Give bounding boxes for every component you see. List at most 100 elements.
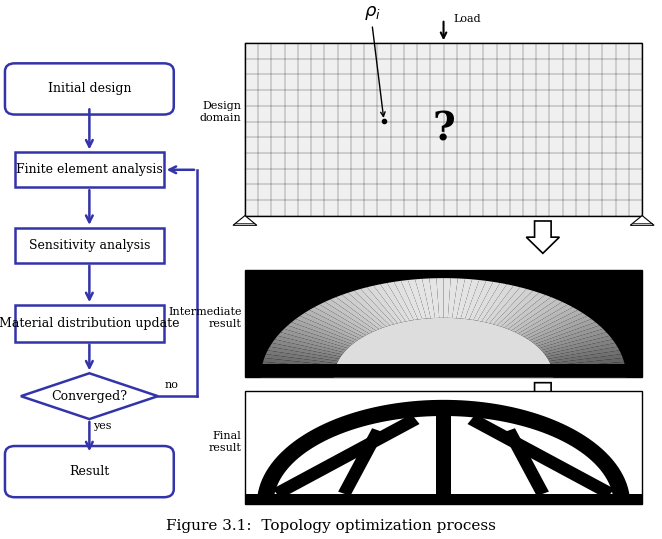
FancyBboxPatch shape (245, 270, 642, 377)
Polygon shape (489, 287, 526, 324)
Polygon shape (630, 216, 654, 225)
Polygon shape (501, 293, 545, 328)
Polygon shape (530, 316, 591, 342)
Polygon shape (477, 283, 507, 321)
Polygon shape (551, 358, 624, 368)
Polygon shape (288, 322, 352, 346)
Polygon shape (277, 332, 346, 353)
Polygon shape (553, 370, 626, 375)
Text: Finite element analysis: Finite element analysis (16, 163, 163, 176)
Polygon shape (373, 284, 406, 322)
Polygon shape (296, 316, 357, 342)
FancyBboxPatch shape (15, 305, 164, 342)
Polygon shape (485, 286, 520, 323)
Text: Sensitivity analysis: Sensitivity analysis (28, 239, 150, 252)
Polygon shape (508, 297, 557, 330)
Polygon shape (429, 278, 439, 318)
Polygon shape (526, 383, 559, 415)
Polygon shape (535, 322, 599, 346)
Polygon shape (380, 283, 410, 321)
Polygon shape (272, 340, 342, 357)
Polygon shape (539, 329, 606, 350)
Polygon shape (300, 313, 360, 341)
FancyBboxPatch shape (245, 494, 642, 504)
Polygon shape (325, 300, 375, 332)
Polygon shape (263, 358, 336, 368)
Polygon shape (553, 374, 626, 377)
Polygon shape (354, 289, 394, 326)
Text: Material distribution update: Material distribution update (0, 317, 179, 330)
Polygon shape (261, 374, 334, 377)
Polygon shape (309, 307, 366, 337)
Polygon shape (275, 336, 344, 355)
Text: yes: yes (93, 420, 111, 431)
Text: Design
domain: Design domain (200, 101, 242, 123)
Polygon shape (524, 310, 583, 338)
Polygon shape (262, 362, 335, 370)
Polygon shape (532, 319, 595, 344)
Polygon shape (436, 402, 451, 494)
Polygon shape (233, 216, 257, 225)
Polygon shape (284, 326, 350, 348)
Text: Converged?: Converged? (52, 390, 127, 403)
Polygon shape (444, 278, 451, 318)
Polygon shape (481, 284, 514, 322)
Polygon shape (545, 340, 615, 357)
Polygon shape (452, 279, 465, 318)
Polygon shape (422, 279, 435, 318)
Polygon shape (338, 429, 384, 496)
Polygon shape (456, 279, 472, 319)
Polygon shape (261, 365, 335, 372)
Polygon shape (512, 300, 562, 332)
Polygon shape (552, 362, 625, 370)
Text: Figure 3.1:  Topology optimization process: Figure 3.1: Topology optimization proces… (166, 519, 496, 533)
Polygon shape (320, 302, 372, 334)
Polygon shape (387, 282, 414, 321)
Polygon shape (264, 354, 337, 365)
Polygon shape (504, 295, 551, 329)
Polygon shape (497, 291, 539, 327)
FancyBboxPatch shape (245, 364, 642, 377)
Polygon shape (550, 354, 623, 365)
Polygon shape (526, 221, 559, 253)
Polygon shape (261, 370, 334, 375)
Polygon shape (257, 400, 630, 504)
Polygon shape (543, 336, 612, 355)
Polygon shape (334, 318, 553, 377)
Polygon shape (542, 332, 610, 353)
Polygon shape (552, 365, 626, 372)
Text: Load: Load (453, 14, 481, 24)
Polygon shape (270, 343, 341, 359)
Polygon shape (515, 302, 567, 334)
Polygon shape (394, 281, 418, 320)
Polygon shape (401, 280, 422, 320)
Polygon shape (467, 414, 614, 499)
Polygon shape (521, 307, 578, 337)
Polygon shape (267, 347, 340, 361)
Polygon shape (537, 326, 603, 348)
Polygon shape (473, 282, 500, 321)
Polygon shape (367, 286, 402, 323)
Polygon shape (527, 313, 587, 341)
Polygon shape (336, 295, 383, 329)
Polygon shape (415, 279, 431, 319)
Polygon shape (549, 350, 621, 363)
Polygon shape (547, 347, 620, 361)
FancyBboxPatch shape (15, 152, 164, 187)
Polygon shape (465, 280, 486, 320)
Text: Final
result: Final result (209, 431, 242, 453)
Polygon shape (503, 429, 549, 496)
Polygon shape (330, 297, 379, 330)
Polygon shape (448, 278, 458, 318)
Text: no: no (164, 380, 178, 390)
Polygon shape (314, 305, 369, 335)
FancyBboxPatch shape (15, 227, 164, 262)
FancyBboxPatch shape (245, 391, 642, 504)
Polygon shape (305, 310, 363, 338)
Text: Intermediate
result: Intermediate result (168, 307, 242, 329)
Polygon shape (281, 329, 348, 350)
Polygon shape (273, 414, 420, 499)
FancyBboxPatch shape (245, 43, 642, 216)
Polygon shape (469, 281, 493, 320)
Polygon shape (461, 279, 479, 319)
